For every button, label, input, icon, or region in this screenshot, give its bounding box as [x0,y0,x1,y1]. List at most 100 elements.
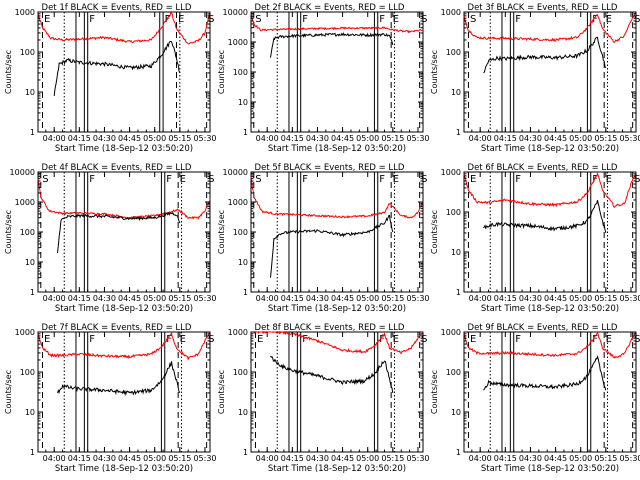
y-axis-label: Counts/sec [430,370,439,414]
series-line-lld [250,13,424,34]
x-tick-label: 04:15 [494,134,517,143]
series-line-lld [37,331,211,361]
time-marker-label: F [592,334,598,345]
time-marker-label: F [592,174,598,185]
panel-title: Det 1f BLACK = Events, RED = LLD [42,3,192,13]
y-tick-label: 10 [25,258,35,267]
y-tick-label: 1 [30,448,35,457]
time-marker-label: S [470,14,476,25]
y-tick-label: 10 [25,88,35,97]
x-tick-label: 04:15 [494,294,517,303]
panel-title: Det 9f BLACK = Events, RED = LLD [468,323,618,333]
y-axis-label: Counts/sec [4,50,13,94]
time-marker-label: E [180,334,186,345]
y-tick-label: 100 [233,68,248,77]
y-axis-label: Counts/sec [4,370,13,414]
y-tick-label: 10 [238,258,248,267]
panel-title: Det 8f BLACK = Events, RED = LLD [255,323,405,333]
time-marker-label: E [606,334,612,345]
x-tick-label: 05:00 [143,454,166,463]
time-marker-label: E [178,14,184,25]
y-tick-label: 100 [446,368,461,377]
time-marker-label: S [208,334,214,345]
panel-title: Det 2f BLACK = Events, RED = LLD [255,3,405,13]
time-marker-label: S [255,174,261,185]
y-tick-label: 1 [243,288,248,297]
x-tick-label: 05:30 [406,454,429,463]
time-marker-label: E [606,174,612,185]
y-tick-label: 1 [456,128,461,137]
x-tick-label: 05:30 [406,294,429,303]
x-tick-label: 04:30 [519,294,542,303]
x-axis-label: Start Time (18-Sep-12 03:50:20) [268,304,406,314]
x-tick-label: 05:15 [168,454,191,463]
y-tick-label: 100 [233,228,248,237]
x-tick-label: 04:30 [519,454,542,463]
y-tick-label: 100 [20,368,35,377]
y-axis-label: Counts/sec [217,210,226,254]
x-tick-label: 04:00 [256,454,279,463]
time-marker-label: E [393,14,399,25]
y-tick-label: 1000 [441,328,461,337]
series-line-lld [463,331,637,359]
y-tick-label: 1 [30,288,35,297]
y-tick-label: 100 [446,48,461,57]
time-marker-label: S [421,14,427,25]
time-marker-label: E [606,14,612,25]
time-marker-label: F [379,334,385,345]
x-tick-label: 05:00 [569,454,592,463]
y-tick-label: 1000 [228,328,248,337]
x-tick-label: 05:00 [356,134,379,143]
series-line-events [483,199,607,234]
y-tick-label: 10 [451,408,461,417]
time-marker-label: F [379,14,385,25]
series-line-lld [37,178,211,220]
time-marker-label: E [257,334,263,345]
y-tick-label: 10 [451,248,461,257]
x-tick-label: 04:45 [118,134,141,143]
y-tick-label: 1000 [441,8,461,17]
plot-frame [37,331,211,453]
x-tick-label: 05:30 [619,454,640,463]
y-tick-label: 1000 [15,198,35,207]
time-marker-label: S [421,334,427,345]
panel-title: Det 3f BLACK = Events, RED = LLD [468,3,618,13]
series-line-events [483,355,607,391]
x-tick-label: 05:30 [193,294,216,303]
series-line-events [483,36,607,74]
x-tick-label: 04:30 [93,294,116,303]
x-tick-label: 04:00 [469,454,492,463]
time-marker-label: S [255,14,261,25]
time-marker-label: S [634,174,640,185]
time-marker-label: E [470,174,476,185]
time-marker-label: F [515,14,521,25]
x-tick-label: 04:30 [93,454,116,463]
time-marker-label: S [42,174,48,185]
plot-frame [463,171,637,293]
x-axis-label: Start Time (18-Sep-12 03:50:20) [481,464,619,474]
x-tick-label: 04:00 [256,134,279,143]
x-axis-label: Start Time (18-Sep-12 03:50:20) [55,464,193,474]
series-line-events [57,211,181,254]
x-tick-label: 05:15 [594,454,617,463]
time-marker-label: S [208,14,214,25]
y-tick-label: 1000 [228,198,248,207]
time-marker-label: F [89,14,95,25]
x-tick-label: 05:00 [143,134,166,143]
x-tick-label: 04:45 [544,134,567,143]
time-marker-label: F [166,334,172,345]
x-tick-label: 05:30 [193,134,216,143]
x-tick-label: 04:00 [469,134,492,143]
panel-title: Det 7f BLACK = Events, RED = LLD [42,323,192,333]
x-tick-label: 04:45 [331,294,354,303]
y-tick-label: 100 [233,368,248,377]
x-tick-label: 04:45 [118,454,141,463]
y-tick-label: 100 [20,48,35,57]
x-tick-label: 04:15 [281,294,304,303]
